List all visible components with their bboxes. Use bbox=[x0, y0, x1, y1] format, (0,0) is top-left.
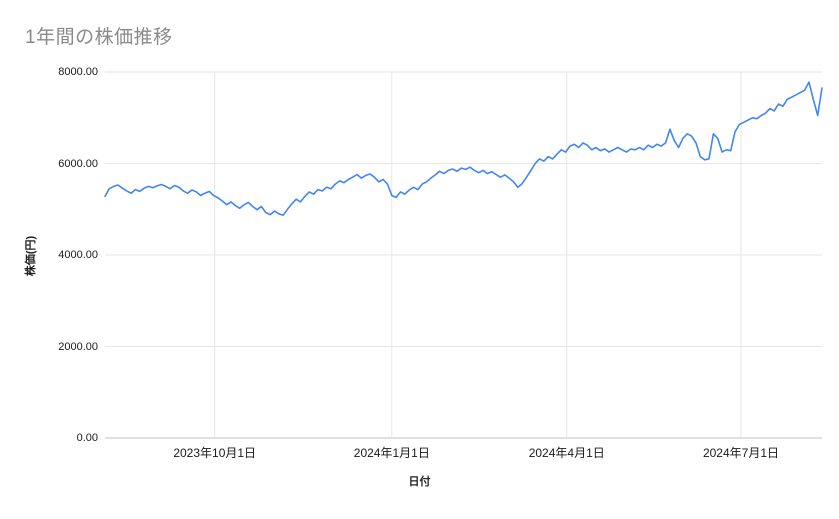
x-axis-tick-label: 2024年7月1日 bbox=[702, 446, 779, 460]
stock-price-line-series bbox=[104, 81, 823, 216]
y-axis-tick-label: 0.00 bbox=[76, 432, 98, 444]
x-axis-tick-label: 2023年10月1日 bbox=[173, 446, 257, 460]
x-axis-tick-label: 2024年4月1日 bbox=[528, 446, 605, 460]
x-axis-title: 日付 bbox=[408, 476, 431, 488]
x-axis-tick-label: 2024年1月1日 bbox=[353, 446, 430, 460]
y-axis-tick-label: 4000.00 bbox=[58, 249, 98, 261]
y-axis-tick-label: 6000.00 bbox=[58, 157, 98, 170]
chart-title: 1年間の株価推移 bbox=[25, 27, 173, 48]
y-axis-tick-label: 8000.00 bbox=[58, 66, 98, 78]
y-axis-tick-label: 2000.00 bbox=[58, 340, 98, 353]
